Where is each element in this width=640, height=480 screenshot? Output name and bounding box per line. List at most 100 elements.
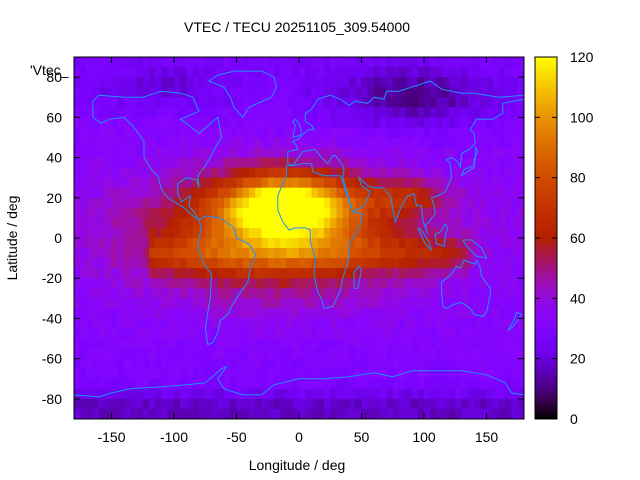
heatmap-cell <box>142 328 150 340</box>
heatmap-cell <box>261 147 269 159</box>
heatmap-cell <box>292 87 300 98</box>
heatmap-cell <box>355 268 363 279</box>
heatmap-cell <box>330 167 338 179</box>
heatmap-cell <box>411 318 419 330</box>
heatmap-cell <box>361 77 369 88</box>
heatmap-cell <box>380 187 388 199</box>
heatmap-cell <box>136 298 144 309</box>
heatmap-cell <box>142 87 150 98</box>
colorbar-tick-label: 40 <box>570 290 586 306</box>
heatmap-cell <box>324 217 331 229</box>
heatmap-cell <box>517 288 524 299</box>
heatmap-cell <box>242 268 250 279</box>
heatmap-cell <box>211 187 219 199</box>
heatmap-cell <box>499 308 506 320</box>
heatmap-cell <box>261 167 269 179</box>
heatmap-cell <box>424 388 431 400</box>
heatmap-cell <box>367 248 375 259</box>
heatmap-cell <box>380 378 388 390</box>
heatmap-cell <box>211 147 219 159</box>
heatmap-cell <box>455 207 463 219</box>
heatmap-cell <box>330 227 338 239</box>
heatmap-cell <box>142 107 150 118</box>
heatmap-cell <box>124 258 131 269</box>
heatmap-cell <box>336 378 344 390</box>
heatmap-cell <box>255 227 263 239</box>
heatmap-cell <box>330 207 338 219</box>
heatmap-cell <box>442 117 450 128</box>
heatmap-cell <box>224 318 231 330</box>
heatmap-cell <box>86 268 94 279</box>
heatmap-cell <box>405 368 413 380</box>
heatmap-cell <box>455 318 463 330</box>
heatmap-cell <box>117 57 125 68</box>
heatmap-cell <box>155 238 163 249</box>
heatmap-cell <box>274 388 281 400</box>
heatmap-cell <box>242 308 250 320</box>
heatmap-cell <box>236 217 244 229</box>
heatmap-cell <box>261 398 269 410</box>
heatmap-cell <box>261 358 269 370</box>
heatmap-cell <box>80 238 88 249</box>
heatmap-cell <box>261 308 269 320</box>
heatmap-cell <box>86 328 94 340</box>
heatmap-cell <box>224 338 231 350</box>
heatmap-cell <box>199 238 206 249</box>
heatmap-cell <box>211 338 219 350</box>
heatmap-cell <box>499 348 506 360</box>
heatmap-cell <box>399 348 406 360</box>
heatmap-cell <box>155 107 163 118</box>
y-tick-label: -60 <box>42 351 62 367</box>
heatmap-cell <box>249 167 256 179</box>
heatmap-cell <box>92 207 100 219</box>
heatmap-cell <box>180 318 188 330</box>
heatmap-cell <box>117 177 125 189</box>
heatmap-cell <box>499 268 506 279</box>
heatmap-cell <box>249 207 256 219</box>
heatmap-cell <box>474 207 481 219</box>
heatmap-cell <box>405 288 413 299</box>
heatmap-cell <box>317 177 325 189</box>
heatmap-cell <box>211 268 219 279</box>
heatmap-cell <box>92 408 100 419</box>
heatmap-cell <box>505 318 513 330</box>
heatmap-cell <box>411 248 419 259</box>
heatmap-cell <box>474 238 481 249</box>
heatmap-cell <box>174 318 181 330</box>
heatmap-cell <box>442 67 450 78</box>
heatmap-cell <box>405 378 413 390</box>
heatmap-cell <box>511 127 519 139</box>
heatmap-cell <box>274 87 281 98</box>
heatmap-cell <box>161 207 169 219</box>
coastline <box>434 222 449 247</box>
heatmap-cell <box>230 268 238 279</box>
heatmap-cell <box>292 67 300 78</box>
heatmap-cell <box>167 167 175 179</box>
heatmap-cell <box>249 338 256 350</box>
heatmap-cell <box>292 298 300 309</box>
heatmap-cell <box>199 338 206 350</box>
heatmap-cell <box>474 348 481 360</box>
heatmap-cell <box>167 97 175 108</box>
heatmap-cell <box>92 288 100 299</box>
heatmap-cell <box>249 107 256 118</box>
heatmap-cell <box>299 308 306 320</box>
heatmap-cell <box>436 398 444 410</box>
heatmap-cell <box>349 207 356 219</box>
heatmap-cell <box>86 238 94 249</box>
heatmap-cell <box>149 177 156 189</box>
heatmap-cell <box>374 308 381 320</box>
heatmap-cell <box>499 378 506 390</box>
heatmap-cell <box>149 227 156 239</box>
heatmap-cell <box>117 348 125 360</box>
heatmap-cell <box>349 67 356 78</box>
heatmap-cell <box>274 298 281 309</box>
heatmap-cell <box>199 298 206 309</box>
x-axis-label: Longitude / deg <box>249 457 346 473</box>
heatmap-cell <box>86 358 94 370</box>
heatmap-cell <box>492 67 500 78</box>
heatmap-cell <box>417 328 425 340</box>
heatmap-cell <box>324 97 331 108</box>
heatmap-cell <box>480 388 488 400</box>
heatmap-cell <box>124 358 131 370</box>
